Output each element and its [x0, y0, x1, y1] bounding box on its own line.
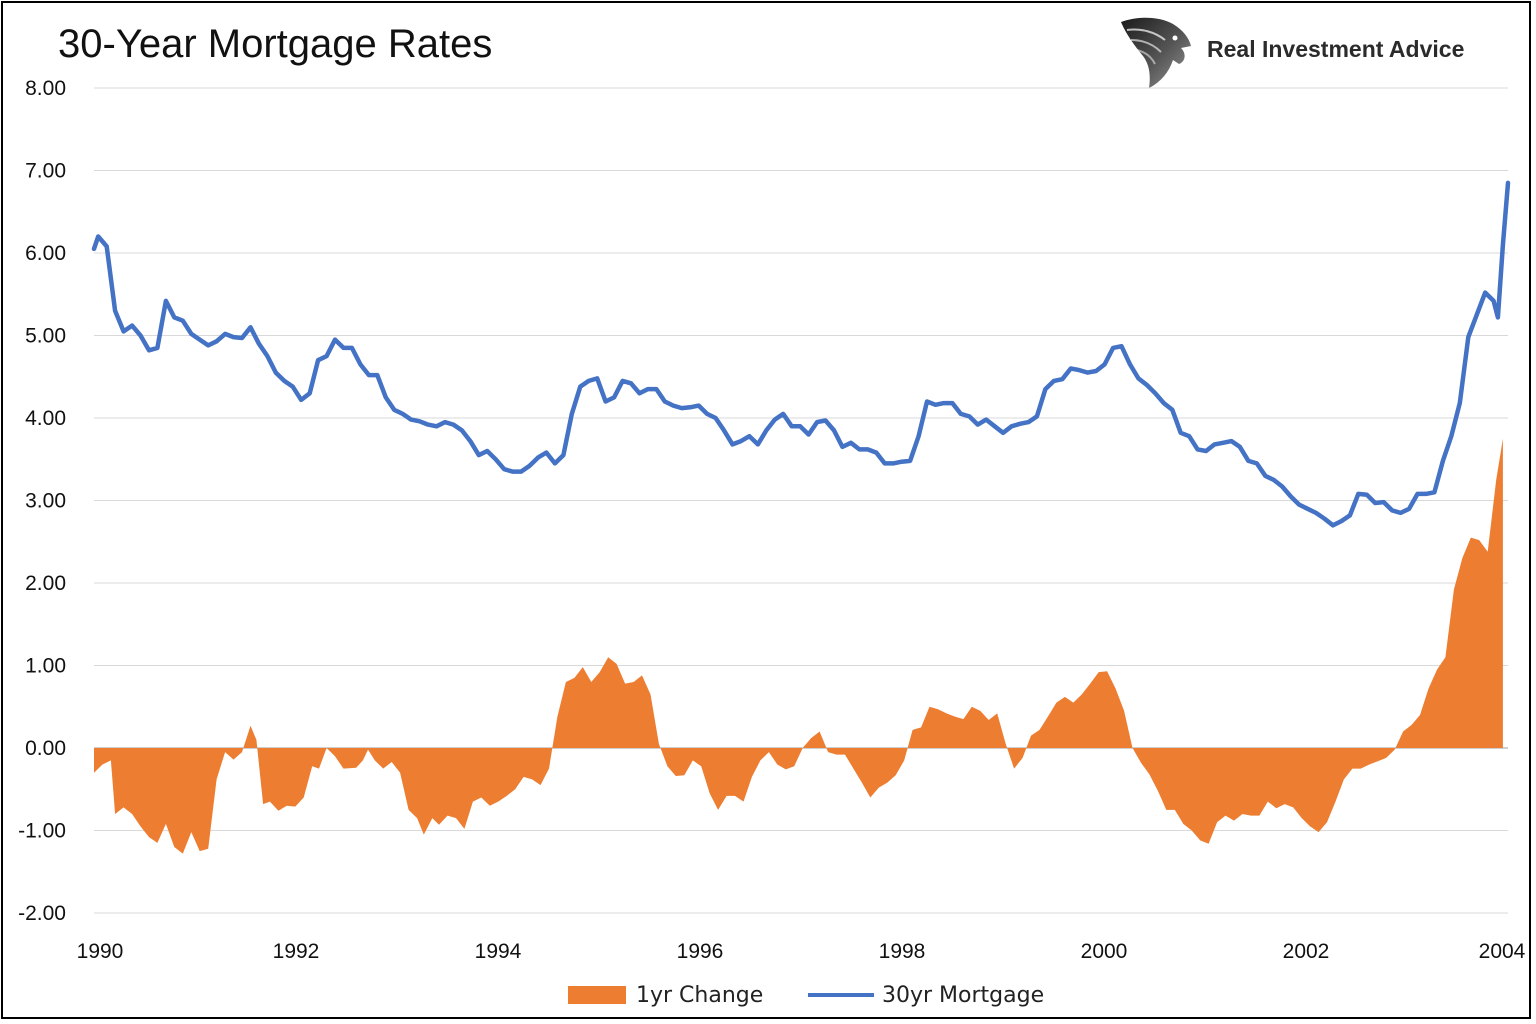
y-tick-label: 8.00	[25, 77, 66, 100]
legend-swatch-area	[568, 986, 626, 1004]
y-tick-label: 2.00	[25, 572, 66, 595]
brand: Real Investment Advice	[1115, 12, 1515, 92]
series-line-30yr-mortgage	[91, 180, 1511, 528]
x-tick-label: 1994	[475, 940, 522, 963]
legend-swatch-line	[808, 993, 874, 997]
y-tick-label: 6.00	[25, 242, 66, 265]
chart-title: 30-Year Mortgage Rates	[58, 22, 493, 66]
y-tick-label: -1.00	[18, 820, 66, 843]
y-tick-label: 7.00	[25, 160, 66, 183]
x-tick-label: 1992	[273, 940, 320, 963]
legend: 1yr Change 30yr Mortgage	[0, 978, 1536, 1012]
brand-name: Real Investment Advice	[1207, 36, 1465, 62]
y-axis-ticks: 8.00 7.00 6.00 5.00 4.00 3.00 2.00 1.00 0.00 -1.0…	[18, 77, 66, 925]
x-tick-label: 1998	[879, 940, 926, 963]
legend-item-30yr-mortgage: 30yr Mortgage	[808, 978, 1044, 1012]
y-tick-label: 3.00	[25, 490, 66, 513]
legend-label: 1yr Change	[636, 982, 764, 1008]
series-area-1yr-change	[94, 438, 1503, 854]
x-axis-ticks: 1990 1992 1994 1996 1998 2000 2002 2004	[77, 940, 1526, 963]
eagle-head-icon	[1121, 17, 1191, 88]
x-tick-label: 2004	[1479, 940, 1526, 963]
y-tick-label: 1.00	[25, 655, 66, 678]
y-tick-label: -2.00	[18, 902, 66, 925]
x-tick-label: 2002	[1283, 940, 1330, 963]
x-tick-label: 1996	[677, 940, 724, 963]
x-tick-label: 1990	[77, 940, 124, 963]
y-tick-label: 4.00	[25, 407, 66, 430]
y-tick-label: 0.00	[25, 737, 66, 760]
y-tick-label: 5.00	[25, 325, 66, 348]
legend-label: 30yr Mortgage	[882, 982, 1045, 1008]
x-tick-label: 2000	[1081, 940, 1128, 963]
series-layer	[91, 180, 1511, 854]
legend-item-1yr-change: 1yr Change	[568, 978, 763, 1012]
